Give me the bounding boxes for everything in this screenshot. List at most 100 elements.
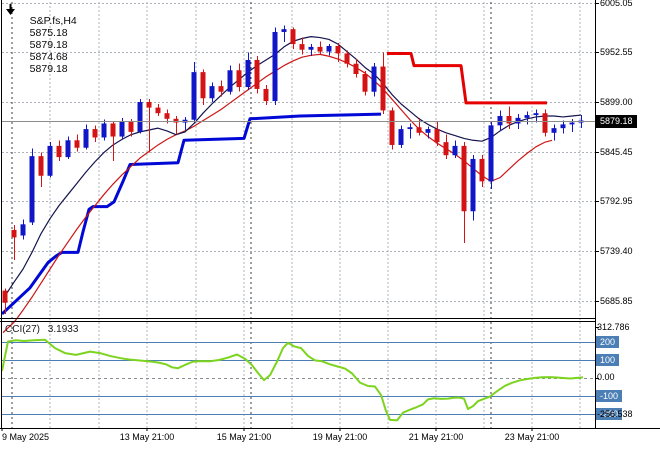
ohlc-low: 5874.68 <box>29 51 68 63</box>
candle-bullish <box>137 102 143 132</box>
candle-bearish <box>146 102 152 108</box>
candle-bearish <box>434 129 440 143</box>
cci-indicator-value: 3.1933 <box>47 324 79 335</box>
time-axis-label: 19 May 21:00 <box>312 432 368 442</box>
candle-bearish <box>416 127 422 133</box>
cci-level-badge: 200 <box>596 336 620 348</box>
candle-bearish <box>155 107 161 114</box>
candle-bearish <box>344 53 350 64</box>
price-axis-label: 5739.40 <box>600 246 633 256</box>
candle-bearish <box>164 113 170 119</box>
candle-bearish <box>56 145 62 158</box>
cci-level-badge: -200 <box>596 408 623 420</box>
candle-bullish <box>272 31 278 102</box>
cci-axis-label: 312.786 <box>597 322 630 332</box>
candle-bullish <box>569 122 575 125</box>
candle-bullish <box>101 123 107 138</box>
candle-bearish <box>200 72 206 99</box>
cci-level-badge: 100 <box>596 354 620 366</box>
candle-bullish <box>470 158 476 212</box>
candle-bearish <box>218 86 224 92</box>
candle-bearish <box>479 158 485 182</box>
cci-indicator-title: CCI(27) 3.1933 <box>5 324 83 335</box>
price-axis-label: 5845.45 <box>600 147 633 157</box>
symbol-period-label: S&P.fs,H4 <box>29 15 77 27</box>
candle-bearish <box>299 44 305 50</box>
candle-bearish <box>263 88 269 102</box>
candle-bullish <box>65 140 71 158</box>
candle-bullish <box>191 72 197 120</box>
trend-resistance-line <box>387 51 547 105</box>
candle-bearish <box>92 129 98 138</box>
candle-bullish <box>398 129 404 145</box>
candle-bullish <box>281 29 287 32</box>
candle-bullish <box>524 115 530 118</box>
candle-bearish <box>461 145 467 212</box>
candle-bearish <box>443 142 449 156</box>
candle-bullish <box>209 86 215 99</box>
candle-bullish <box>560 124 566 129</box>
candle-bullish <box>83 129 89 148</box>
symbol-marker-icon <box>6 4 15 15</box>
price-axis-label: 5952.55 <box>600 47 633 57</box>
candle-bearish <box>389 110 395 145</box>
candle-bearish <box>335 45 341 54</box>
candle-bullish <box>515 117 521 124</box>
cci-line <box>1 338 584 422</box>
candle-bearish <box>542 113 548 133</box>
candle-bearish <box>236 70 242 88</box>
price-axis-label: 5899.00 <box>600 97 633 107</box>
candle-bullish <box>47 145 53 176</box>
candle-bullish <box>452 145 458 156</box>
time-axis-label: 9 May 2025 <box>2 432 50 442</box>
price-axis-label: 6005.05 <box>600 0 633 8</box>
candle-bearish <box>290 29 296 45</box>
candle-bullish <box>407 127 413 130</box>
candle-bearish <box>38 156 44 176</box>
candle-bullish <box>245 59 251 88</box>
candle-bearish <box>317 46 323 52</box>
candle-bullish <box>497 116 503 126</box>
candle-bearish <box>380 66 386 111</box>
ohlc-high: 5879.18 <box>29 39 68 51</box>
time-axis-label: 15 May 21:00 <box>216 432 272 442</box>
time-axis-label: 21 May 21:00 <box>408 432 464 442</box>
candle-bearish <box>110 123 116 137</box>
candle-bearish <box>353 63 359 74</box>
candle-bullish <box>119 121 125 137</box>
candle-bearish <box>128 121 134 132</box>
candle-bearish <box>11 229 17 238</box>
candle-bullish <box>20 224 26 236</box>
candle-bullish <box>227 70 233 92</box>
candle-bullish <box>371 66 377 92</box>
price-axis-label: 5792.95 <box>600 196 633 206</box>
ohlc-open: 5875.18 <box>29 27 68 39</box>
candle-bearish <box>173 118 179 123</box>
candle-bullish <box>29 156 35 223</box>
time-axis-label: 23 May 21:00 <box>504 432 560 442</box>
candle-bearish <box>506 116 512 124</box>
candle-bearish <box>254 59 260 89</box>
cci-axis-label: -256.538 <box>597 409 633 419</box>
candle-bullish <box>425 129 431 133</box>
candle-bearish <box>362 73 368 92</box>
ohlc-close: 5879.18 <box>29 63 68 75</box>
chart-header: S&P.fs,H4 5875.18 5879.18 5874.68 5879.1… <box>18 3 83 87</box>
cci-axis-label: 0.00 <box>597 372 615 382</box>
current-price-badge: 5879.18 <box>596 115 637 128</box>
candle-bullish <box>308 46 314 50</box>
candle-bearish <box>2 290 8 303</box>
candle-bullish <box>551 128 557 133</box>
price-axis-label: 5685.85 <box>600 296 633 306</box>
cci-indicator-name: CCI(27) <box>5 324 41 335</box>
candle-bullish <box>326 45 332 52</box>
time-axis-label: 13 May 21:00 <box>119 432 175 442</box>
candle-bullish <box>488 125 494 182</box>
candle-bearish <box>74 140 80 148</box>
candle-bullish <box>533 113 539 116</box>
cci-level-badge: -100 <box>596 390 623 402</box>
trend-support-line <box>0 112 382 316</box>
